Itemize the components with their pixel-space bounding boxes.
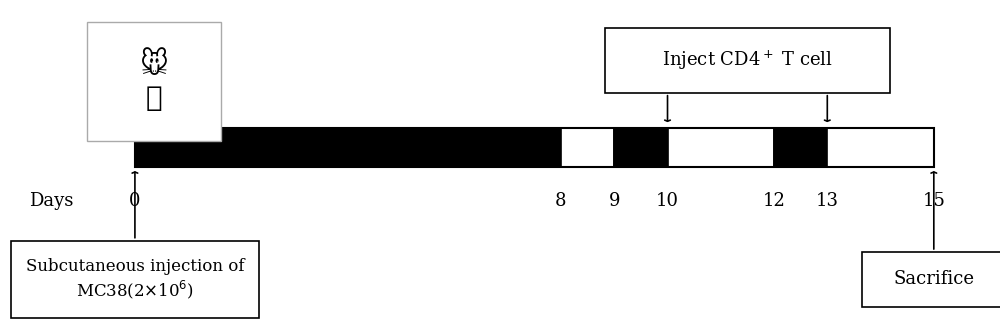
FancyBboxPatch shape (614, 128, 668, 167)
Text: 12: 12 (763, 192, 785, 211)
Text: 13: 13 (816, 192, 839, 211)
Text: 🐭
💉: 🐭 💉 (139, 51, 168, 112)
FancyBboxPatch shape (135, 128, 561, 167)
FancyBboxPatch shape (561, 128, 614, 167)
Text: 10: 10 (656, 192, 679, 211)
FancyBboxPatch shape (11, 241, 259, 318)
FancyBboxPatch shape (774, 128, 827, 167)
Text: 15: 15 (922, 192, 945, 211)
FancyBboxPatch shape (668, 128, 774, 167)
Text: Inject CD4$^+$ T cell: Inject CD4$^+$ T cell (662, 49, 833, 72)
Text: Subcutaneous injection of
MC38(2$\times$10$^6$): Subcutaneous injection of MC38(2$\times$… (26, 258, 244, 301)
FancyBboxPatch shape (827, 128, 934, 167)
Text: Sacrifice: Sacrifice (893, 270, 974, 288)
FancyBboxPatch shape (862, 252, 1000, 306)
Text: 9: 9 (609, 192, 620, 211)
Text: 8: 8 (555, 192, 567, 211)
Text: Days: Days (29, 192, 73, 211)
FancyBboxPatch shape (87, 22, 221, 141)
FancyBboxPatch shape (605, 28, 890, 93)
Text: 0: 0 (129, 192, 141, 211)
